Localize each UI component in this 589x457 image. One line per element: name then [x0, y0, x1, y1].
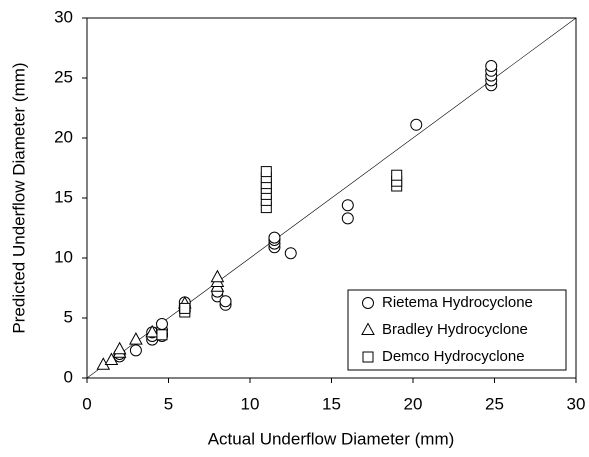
x-tick-label: 25	[485, 394, 504, 413]
legend-label: Rietema Hydrocyclone	[382, 294, 533, 311]
point	[284, 247, 297, 260]
point	[485, 60, 498, 72]
x-tick-label: 5	[164, 394, 173, 413]
point	[155, 318, 168, 330]
y-tick-label: 0	[64, 367, 73, 386]
y-axis-title: Predicted Underflow Diameter (mm)	[9, 62, 28, 333]
y-tick-label: 5	[64, 307, 73, 326]
point	[410, 118, 423, 131]
x-tick-label: 0	[82, 394, 91, 413]
point	[129, 344, 142, 357]
y-tick-label: 25	[54, 67, 73, 86]
x-tick-label: 10	[241, 394, 260, 413]
point	[391, 169, 403, 181]
point	[341, 199, 354, 212]
point	[104, 352, 119, 365]
y-tick-label: 15	[54, 187, 73, 206]
x-tick-label: 30	[567, 394, 586, 413]
point	[341, 212, 354, 225]
x-tick-label: 20	[404, 394, 423, 413]
y-tick-label: 20	[54, 127, 73, 146]
legend-label: Demco Hydrocyclone	[382, 348, 525, 365]
point	[129, 332, 143, 345]
x-axis-title: Actual Underflow Diameter (mm)	[208, 429, 455, 448]
legend-box	[347, 289, 567, 371]
point	[145, 324, 160, 338]
legend-marker	[362, 297, 374, 309]
legend-marker	[362, 351, 374, 363]
point	[260, 166, 272, 178]
point	[219, 295, 232, 308]
point	[210, 269, 225, 283]
legend-label: Bradley Hydrocyclone	[382, 321, 528, 338]
y-tick-label: 30	[54, 7, 73, 26]
legend-marker	[361, 322, 375, 335]
y-tick-label: 10	[54, 247, 73, 266]
point	[268, 231, 281, 244]
point	[179, 302, 191, 314]
point	[156, 329, 168, 341]
x-tick-label: 15	[322, 394, 341, 413]
point	[112, 341, 127, 355]
